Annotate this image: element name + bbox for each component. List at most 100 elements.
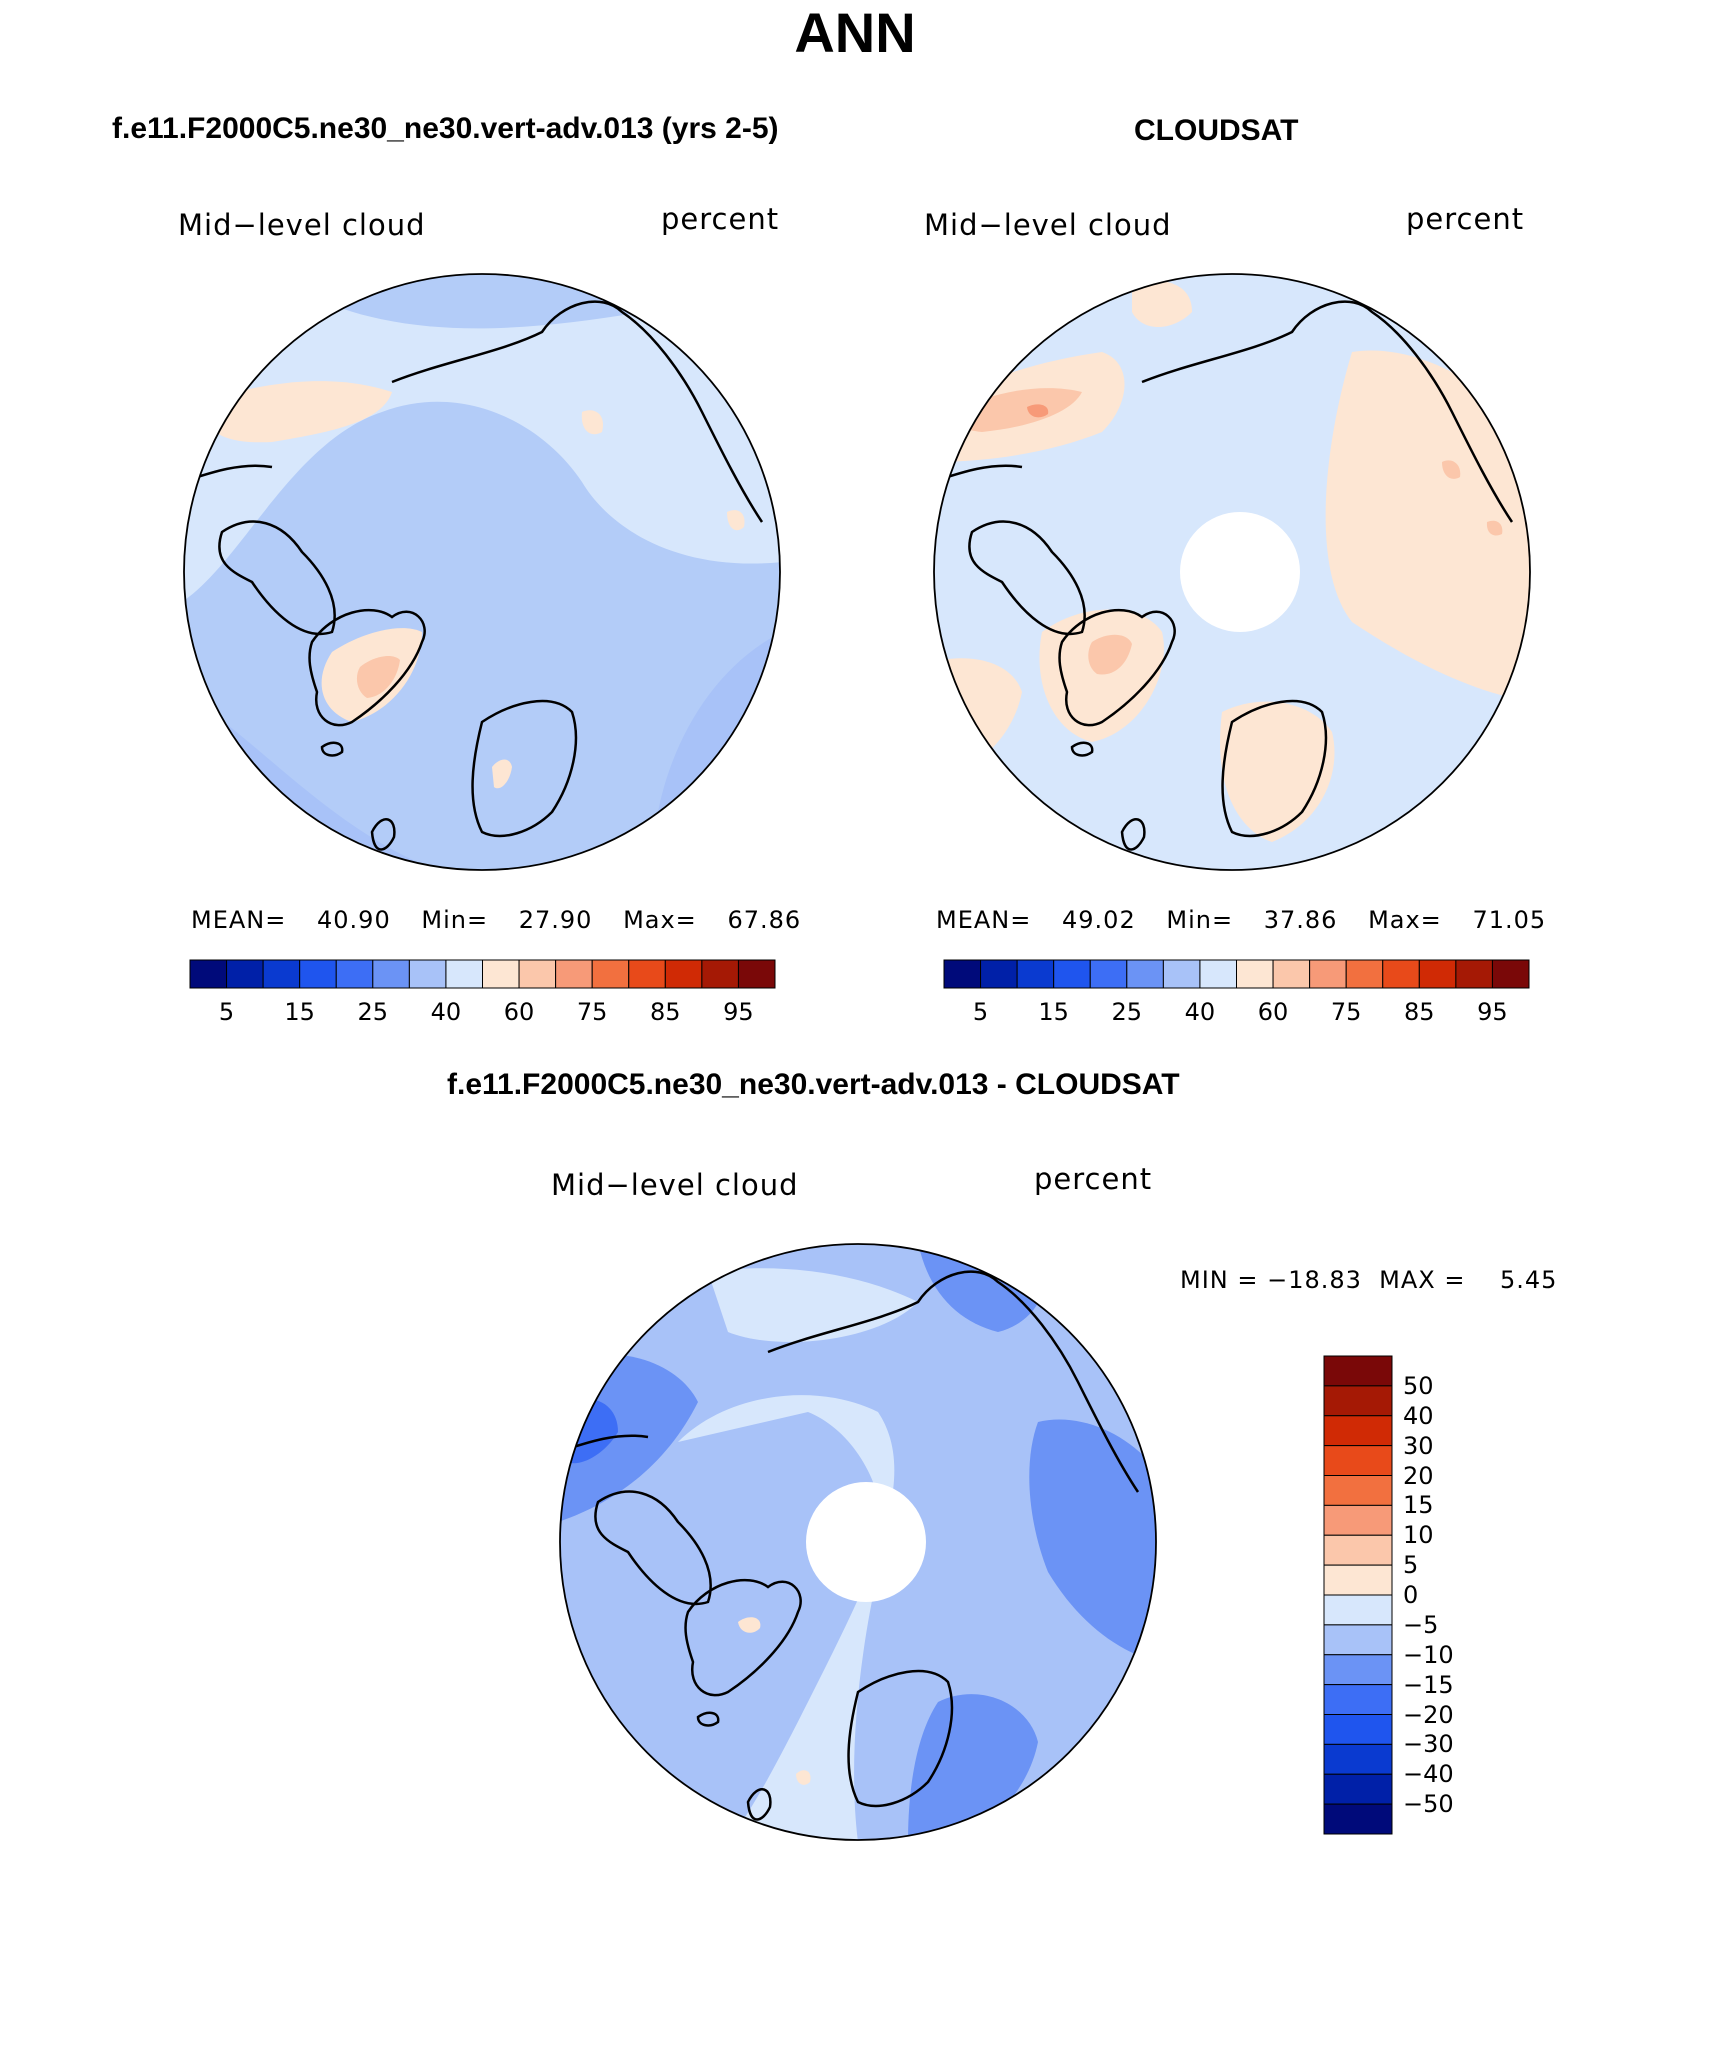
obs-coastline-scandinavia (1221, 699, 1328, 838)
model-min-value: 27.90 (518, 906, 593, 934)
diff-colorbar-tick-label: 10 (1403, 1521, 1434, 1550)
diff-colorbar-tick-label: 5 (1403, 1551, 1419, 1580)
obs-polar-map (933, 273, 1531, 871)
model-mean-value: 40.90 (317, 906, 391, 934)
obs-max-value: 71.05 (1472, 906, 1547, 934)
colorbar-swatch (372, 959, 410, 989)
diff-colorbar-tick-label: −20 (1403, 1700, 1454, 1729)
obs-mean-label: MEAN= (936, 906, 1032, 934)
colorbar-tick-label: 40 (430, 998, 462, 1026)
colorbar-tick-label: 95 (723, 998, 754, 1026)
diff-colorbar-tick-label: −30 (1403, 1730, 1454, 1759)
obs-panel-heading: CLOUDSAT (1134, 114, 1299, 147)
colorbar-swatch (737, 959, 776, 989)
diff-colorbar-tick-label: 50 (1403, 1371, 1434, 1400)
diff-colorbar-swatch (1323, 1654, 1393, 1686)
model-stats: MEAN= 40.90 Min= 27.90 Max= 67.86 (191, 906, 801, 934)
diff-colorbar-swatch (1323, 1714, 1393, 1745)
model-coastline-greenland (308, 608, 426, 727)
colorbar-tick-label: 60 (503, 998, 535, 1026)
diff-region-light-top (708, 1268, 918, 1342)
obs-min-label: Min= (1166, 906, 1234, 934)
colorbar-swatch (943, 959, 982, 989)
diff-colorbar-labels: 50 40 30 20 15 10 5 0 −5 −10 −15 −20 −30 −40 −50 (1403, 1355, 1503, 1835)
colorbar-swatch (1491, 959, 1530, 989)
colorbar-swatch (1455, 959, 1493, 989)
colorbar-tick-label: 95 (1477, 998, 1508, 1026)
colorbar-tick-label: 25 (1111, 998, 1143, 1026)
diff-colorbar-swatch (1323, 1534, 1393, 1566)
colorbar-swatch (1016, 959, 1055, 989)
colorbar-tick-label: 75 (1330, 998, 1362, 1026)
diff-colorbar-swatch (1323, 1475, 1393, 1506)
colorbar-tick-label: 5 (972, 998, 989, 1026)
colorbar-tick-label: 60 (1257, 998, 1289, 1026)
colorbar-swatch (1126, 959, 1164, 989)
colorbar-swatch (1418, 959, 1457, 989)
model-coastline-siberia (391, 300, 764, 523)
obs-map-border (933, 273, 1531, 871)
model-max-value: 67.86 (727, 906, 802, 934)
diff-colorbar-swatch (1323, 1355, 1393, 1387)
model-colorbar (189, 959, 776, 989)
obs-warm-core-east (1442, 460, 1461, 479)
obs-coastline-siberia (1141, 300, 1514, 523)
diff-region-light-center (678, 1395, 895, 1840)
colorbar-swatch (1272, 959, 1311, 989)
colorbar-swatch (1162, 959, 1201, 989)
diff-polar-map (559, 1243, 1157, 1841)
diff-minmax: MIN = −18.83 MAX = 5.45 (1180, 1266, 1558, 1294)
diff-colorbar-tick-label: −5 (1403, 1610, 1439, 1639)
obs-warm-core-east-2 (1486, 520, 1503, 536)
obs-colorbar (943, 959, 1530, 989)
obs-min-value: 37.86 (1263, 906, 1338, 934)
diff-colorbar-tick-label: −10 (1403, 1640, 1454, 1669)
diff-colorbar-swatch (1323, 1594, 1393, 1626)
diff-colorbar-swatch (1323, 1564, 1393, 1596)
colorbar-swatch (1345, 959, 1384, 989)
colorbar-swatch (1236, 959, 1274, 989)
colorbar-swatch (1309, 959, 1347, 989)
colorbar-swatch (445, 959, 483, 989)
colorbar-swatch (1382, 959, 1420, 989)
model-map-border (183, 273, 781, 871)
diff-colorbar-tick-label: 20 (1403, 1461, 1434, 1490)
colorbar-swatch (1089, 959, 1128, 989)
diff-colorbar (1323, 1355, 1393, 1835)
diff-variable-label: Mid−level cloud (551, 1168, 799, 1202)
colorbar-tick-label: 85 (650, 998, 681, 1026)
colorbar-swatch (189, 959, 228, 989)
model-warm-patch-1 (202, 381, 392, 443)
obs-max-label: Max= (1368, 906, 1442, 934)
obs-polar-missing-data (1180, 512, 1300, 632)
diff-map-border (559, 1243, 1157, 1841)
model-coastline-canada (218, 520, 336, 636)
obs-warm-region-greenland (1039, 609, 1164, 742)
diff-colorbar-tick-label: −40 (1403, 1760, 1454, 1789)
model-units-label: percent (661, 202, 780, 236)
colorbar-swatch (482, 959, 520, 989)
diff-colorbar-swatch (1323, 1385, 1393, 1417)
diff-colorbar-swatch (1323, 1445, 1393, 1476)
colorbar-swatch (408, 959, 447, 989)
colorbar-tick-label: 75 (576, 998, 608, 1026)
obs-coastline-canada (968, 520, 1086, 636)
colorbar-swatch (335, 959, 374, 989)
obs-variable-label: Mid−level cloud (924, 208, 1172, 242)
obs-warm-core-greenland (1088, 634, 1132, 675)
colorbar-tick-label: 15 (1038, 998, 1069, 1026)
diff-warm-patch-1 (738, 1617, 761, 1633)
diff-coastline-siberia (767, 1270, 1140, 1493)
model-warm-patch-5 (727, 510, 745, 531)
obs-units-label: percent (1406, 202, 1525, 236)
model-coastline-uk (370, 818, 396, 851)
colorbar-tick-label: 85 (1404, 998, 1435, 1026)
diff-colorbar-swatch (1323, 1504, 1393, 1536)
diff-units-label: percent (1034, 1162, 1153, 1196)
colorbar-swatch (262, 959, 301, 989)
obs-mean-value: 49.02 (1062, 906, 1136, 934)
model-warm-patch-4 (492, 759, 512, 789)
page-title: ANN (794, 1, 916, 64)
colorbar-swatch (226, 959, 264, 989)
obs-stats: MEAN= 49.02 Min= 37.86 Max= 71.05 (936, 906, 1546, 934)
